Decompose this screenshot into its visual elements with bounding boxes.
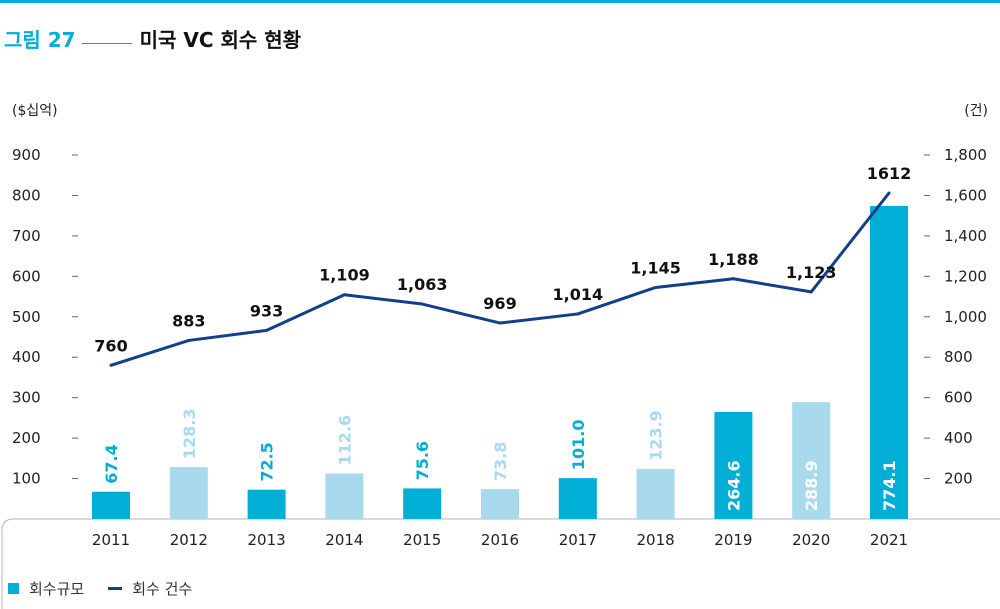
- line-value-label: 933: [250, 301, 283, 320]
- line-value-label: 1,188: [708, 250, 759, 269]
- left-y-axis: 100 200 300 400 500 600 700 800 900: [12, 146, 78, 488]
- left-axis-unit: ($십억): [12, 103, 58, 119]
- chart-frame: [1, 518, 1000, 609]
- legend-bar-swatch: [8, 583, 19, 594]
- legend-line-swatch: [108, 587, 123, 590]
- bar-value-label: 123.9: [647, 410, 666, 461]
- line-value-label: 1,014: [552, 285, 603, 304]
- bar: [169, 467, 208, 519]
- bar: [403, 488, 442, 519]
- line-value-label: 1,145: [630, 258, 681, 277]
- left-axis-tick-label: 700: [12, 227, 41, 245]
- right-axis-tick-label: 1,000: [944, 308, 987, 326]
- legend: 회수규모 회수 건수: [8, 578, 192, 599]
- line-value-label: 1,109: [319, 266, 370, 285]
- line-value-label: 1,063: [397, 275, 448, 294]
- line-value-label: 760: [94, 336, 127, 355]
- bar-value-label: 72.5: [258, 442, 277, 481]
- plot-baseline: [1, 518, 1000, 609]
- bar-value-label: 288.9: [802, 460, 821, 511]
- x-axis-tick-label: 2017: [559, 531, 597, 549]
- left-axis-tick-label: 600: [12, 267, 41, 285]
- right-y-axis: 200 400 600 800 1,000 1,200 1,400 1,600 1,800: [924, 146, 987, 488]
- line-point: [731, 277, 735, 281]
- bar: [636, 468, 675, 519]
- x-axis-tick-label: 2021: [870, 531, 908, 549]
- line-value-label: 883: [172, 311, 205, 330]
- line-path: [110, 192, 891, 367]
- bar: [792, 402, 831, 519]
- x-axis-tick-label: 2015: [403, 531, 441, 549]
- bar: [325, 473, 364, 519]
- bar-value-labels: 67.4 128.3 72.5 112.6 75.6 73.8 101.0 123.9 264.…: [102, 409, 899, 511]
- right-axis-tick-label: 600: [944, 389, 973, 407]
- right-axis-tick-label: 1,400: [944, 227, 987, 245]
- left-axis-tick-label: 800: [12, 186, 41, 204]
- right-axis-tick-label: 400: [944, 429, 973, 447]
- bar-value-label: 73.8: [491, 442, 510, 481]
- line-point: [265, 328, 269, 332]
- x-axis-tick-label: 2014: [325, 531, 363, 549]
- line-point: [887, 191, 891, 195]
- title-separator-line: [81, 42, 132, 44]
- line-value-labels: 760 883 933 1,109 1,063 969 1,014 1,145 1,188 1,1…: [94, 164, 911, 355]
- figure-title: 미국 VC 회수 현황: [139, 27, 302, 52]
- left-axis-tick-label: 200: [12, 429, 41, 447]
- bar-value-label: 101.0: [569, 420, 588, 471]
- x-axis-tick-label: 2020: [792, 531, 830, 549]
- x-axis-tick-label: 2018: [637, 531, 675, 549]
- line-point: [498, 321, 502, 325]
- line-series: [109, 191, 891, 367]
- left-axis-tick-label: 500: [12, 308, 41, 326]
- right-axis-tick-label: 800: [944, 348, 973, 366]
- line-point: [109, 363, 113, 367]
- bar: [92, 491, 130, 519]
- right-axis-tick-label: 1,800: [944, 146, 987, 164]
- line-point: [809, 290, 813, 294]
- bar-value-label: 112.6: [335, 415, 354, 466]
- bar: [558, 478, 597, 519]
- legend-bar-label: 회수규모: [29, 580, 85, 598]
- line-value-label: 969: [483, 294, 516, 313]
- figure-header: 그림 27 미국 VC 회수 현황: [4, 22, 301, 54]
- bar-value-label: 75.6: [413, 441, 432, 480]
- x-axis-tick-label: 2016: [481, 531, 519, 549]
- right-axis-unit: (건): [964, 103, 988, 119]
- left-axis-tick-label: 100: [12, 470, 41, 488]
- bar: [247, 489, 286, 519]
- bar: [481, 489, 519, 519]
- right-axis-tick-label: 200: [944, 470, 973, 488]
- right-axis-tick-label: 1,600: [944, 186, 987, 204]
- line-point: [576, 312, 580, 316]
- x-axis-tick-label: 2013: [248, 531, 286, 549]
- legend-line-label: 회수 건수: [132, 580, 193, 598]
- top-accent-rule: [0, 0, 1000, 3]
- line-point: [187, 338, 191, 342]
- x-axis: 2011 2012 2013 2014 2015 2016 2017 2018 2019 2020…: [92, 531, 908, 549]
- right-axis-tick-label: 1,200: [944, 267, 987, 285]
- left-axis-tick-label: 900: [12, 146, 41, 164]
- line-point: [654, 285, 658, 289]
- line-value-label: 1,123: [786, 263, 837, 282]
- x-axis-tick-label: 2019: [714, 531, 752, 549]
- line-value-label: 1612: [867, 164, 912, 183]
- bar-value-label: 774.1: [880, 460, 899, 511]
- bar-value-label: 264.6: [724, 460, 743, 511]
- bar-value-label: 67.4: [102, 444, 121, 483]
- left-axis-tick-label: 400: [12, 348, 41, 366]
- line-point: [420, 302, 424, 306]
- bar: [870, 205, 908, 519]
- bar: [714, 411, 753, 519]
- bar-value-label: 128.3: [180, 409, 199, 460]
- left-axis-tick-label: 300: [12, 389, 41, 407]
- line-point: [342, 293, 346, 297]
- x-axis-tick-label: 2012: [170, 531, 208, 549]
- bar-series: [92, 205, 908, 519]
- x-axis-tick-label: 2011: [92, 531, 130, 549]
- figure-number: 그림 27: [4, 27, 76, 52]
